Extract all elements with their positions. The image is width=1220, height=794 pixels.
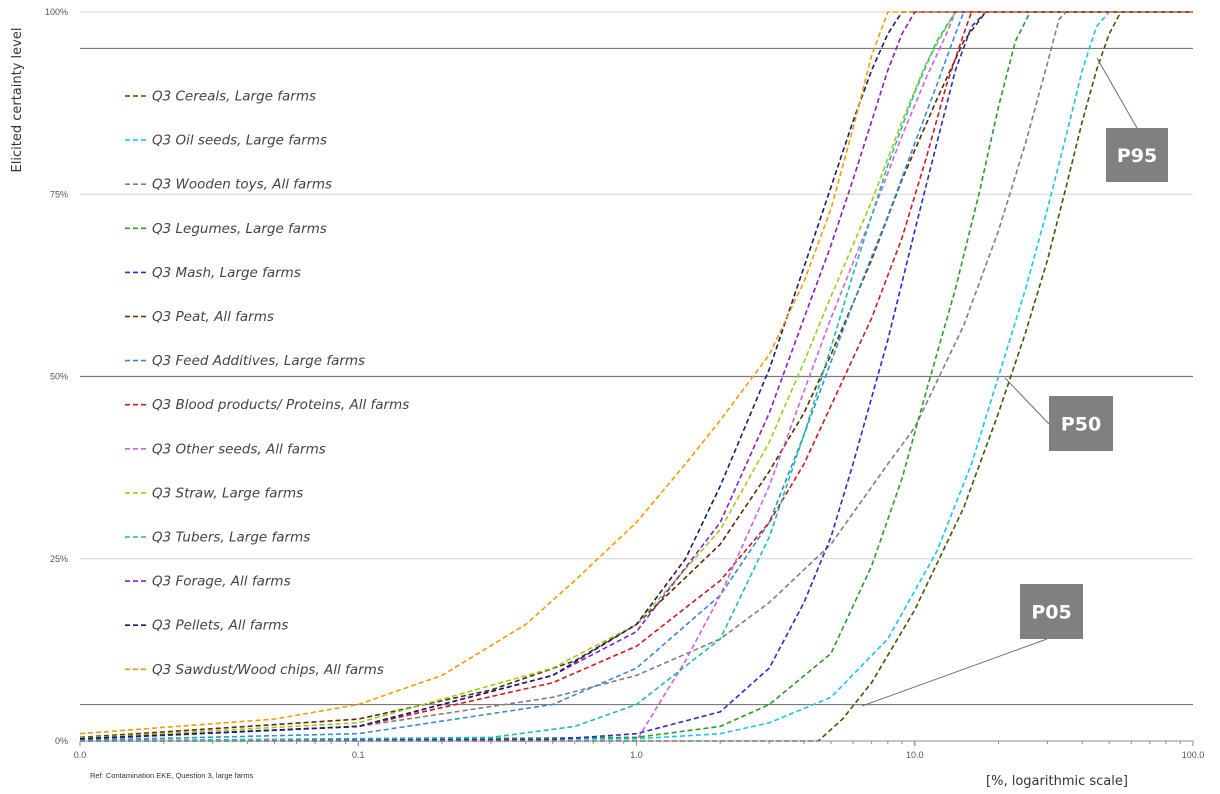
legend-item: Q3 Peat, All farms bbox=[125, 309, 274, 325]
legend-item: Q3 Tubers, Large farms bbox=[125, 530, 310, 546]
badge-box bbox=[1020, 584, 1083, 639]
badge-box bbox=[1049, 396, 1113, 451]
legend-label: Q3 Peat, All farms bbox=[152, 309, 274, 325]
x-tick-label: 0.0 bbox=[74, 750, 87, 760]
badge-p95: P95 bbox=[1096, 57, 1168, 182]
y-tick-label: 50% bbox=[50, 372, 68, 382]
legend-label: Q3 Other seeds, All farms bbox=[152, 441, 326, 457]
series-line-4 bbox=[79, 11, 1193, 742]
x-axis-title: [%, logarithmic scale] bbox=[986, 774, 1128, 789]
series-line-6 bbox=[79, 11, 1193, 739]
legend-item: Q3 Blood products/ Proteins, All farms bbox=[125, 397, 409, 413]
legend-label: Q3 Tubers, Large farms bbox=[152, 530, 310, 546]
legend-item: Q3 Cereals, Large farms bbox=[125, 89, 316, 105]
y-tick-label: 25% bbox=[50, 554, 68, 564]
series-line-12 bbox=[79, 11, 1193, 740]
x-tick-label: 1.0 bbox=[630, 750, 643, 760]
series-line-14 bbox=[79, 11, 1193, 735]
y-tick-label: 75% bbox=[50, 189, 68, 199]
legend-item: Q3 Wooden toys, All farms bbox=[125, 177, 332, 193]
legend-label: Q3 Blood products/ Proteins, All farms bbox=[152, 397, 409, 413]
series-line-10 bbox=[79, 11, 1193, 739]
badge-box bbox=[1106, 128, 1168, 182]
x-tick-label: 100.0 bbox=[1182, 750, 1205, 760]
legend-item: Q3 Mash, Large farms bbox=[125, 265, 301, 281]
legend-label: Q3 Legumes, Large farms bbox=[152, 221, 327, 237]
axis-layer: 0% 25% 50% 75% 100% 0.0 0.1 1.0 10.0 100.0 bbox=[45, 7, 1204, 760]
legend-label: Q3 Pellets, All farms bbox=[152, 618, 288, 634]
legend-item: Q3 Pellets, All farms bbox=[125, 618, 288, 634]
badge-label: P05 bbox=[1031, 602, 1071, 624]
badge-leader-line bbox=[1004, 377, 1050, 425]
x-tick-label: 0.1 bbox=[352, 750, 365, 760]
series-line-11 bbox=[79, 11, 1193, 742]
series-layer bbox=[79, 11, 1193, 742]
y-axis-title: Elicited certainty level bbox=[10, 28, 25, 173]
legend-item: Q3 Sawdust/Wood chips, All farms bbox=[125, 662, 384, 678]
series-line-3 bbox=[79, 11, 1193, 741]
legend-item: Q3 Legumes, Large farms bbox=[125, 221, 327, 237]
x-tick-label: 10.0 bbox=[906, 750, 924, 760]
legend-label: Q3 Sawdust/Wood chips, All farms bbox=[152, 662, 384, 678]
legend-label: Q3 Cereals, Large farms bbox=[152, 89, 316, 105]
legend-label: Q3 Forage, All farms bbox=[152, 574, 291, 590]
legend-item: Q3 Straw, Large farms bbox=[125, 485, 303, 501]
series-line-1 bbox=[80, 11, 1193, 742]
legend-item: Q3 Other seeds, All farms bbox=[125, 441, 326, 457]
legend-item: Q3 Forage, All farms bbox=[125, 574, 291, 590]
badge-label: P95 bbox=[1117, 145, 1157, 167]
series-line-8 bbox=[79, 11, 1193, 740]
legend-label: Q3 Feed Additives, Large farms bbox=[152, 353, 365, 369]
y-tick-label: 0% bbox=[55, 736, 68, 746]
legend: Q3 Cereals, Large farms Q3 Oil seeds, Lar… bbox=[125, 89, 409, 678]
series-line-7 bbox=[79, 11, 1193, 742]
badge-leader-line bbox=[1096, 57, 1138, 129]
reference-footnote: Ref: Contamination EKE, Question 3, larg… bbox=[90, 771, 254, 780]
badge-p50: P50 bbox=[1004, 377, 1113, 451]
percentile-badges: P05 P50 P95 bbox=[861, 57, 1168, 707]
legend-label: Q3 Straw, Large farms bbox=[152, 485, 303, 501]
series-line-2 bbox=[79, 11, 1193, 742]
legend-label: Q3 Mash, Large farms bbox=[152, 265, 301, 281]
badge-leader-line bbox=[861, 638, 1048, 707]
series-line-5 bbox=[79, 11, 1193, 742]
legend-label: Q3 Wooden toys, All farms bbox=[152, 177, 332, 193]
badge-label: P50 bbox=[1061, 414, 1101, 436]
series-line-13 bbox=[79, 11, 1193, 740]
y-tick-label: 100% bbox=[45, 7, 68, 17]
legend-item: Q3 Feed Additives, Large farms bbox=[125, 353, 365, 369]
legend-item: Q3 Oil seeds, Large farms bbox=[125, 133, 327, 149]
badge-p05: P05 bbox=[861, 584, 1083, 707]
legend-label: Q3 Oil seeds, Large farms bbox=[152, 133, 327, 149]
series-line-9 bbox=[80, 11, 1193, 742]
